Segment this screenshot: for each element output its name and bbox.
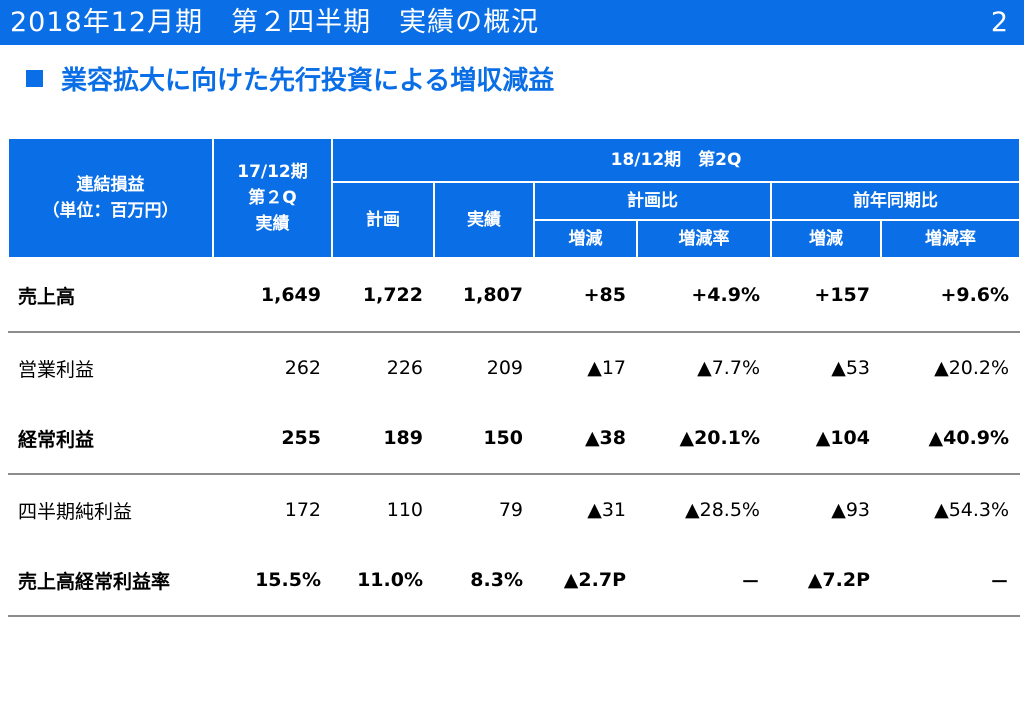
yoy-rate-value: －	[881, 545, 1021, 617]
yoy-rate-value: ▲40.9%	[881, 403, 1021, 475]
results-table: 連結損益 （単位：百万円） 17/12期 第２Q 実績 18/12期 第2Q 計…	[7, 137, 1022, 617]
plan-diff-value: ▲38	[534, 403, 637, 475]
plan-value: 110	[386, 499, 423, 521]
plan-diff-value: ▲2.7P	[534, 545, 637, 617]
subtitle-text: 業容拡大に向けた先行投資による増収減益	[61, 65, 555, 96]
yoy-rate-value: ▲54.3%	[934, 499, 1010, 521]
subtitle: 業容拡大に向けた先行投資による増収減益	[26, 60, 554, 96]
prev-value: 262	[284, 357, 321, 379]
yoy-diff-value: ▲53	[831, 357, 870, 379]
prev-year-header-line1: 17/12期	[237, 162, 308, 182]
plan-rate-value: ▲7.7%	[697, 357, 760, 379]
yoy-diff-value: +157	[771, 258, 881, 333]
yoy-rate-header: 増減率	[879, 219, 1022, 259]
row-label: 売上高経常利益率	[8, 545, 213, 617]
actual-header: 実績	[433, 181, 535, 259]
vs-prev-year-header: 前年同期比	[769, 181, 1022, 221]
actual-value: 79	[498, 499, 523, 521]
plan-rate-value: －	[637, 545, 771, 617]
row-label: 四半期純利益	[18, 500, 133, 523]
actual-value: 150	[434, 403, 534, 475]
plan-value: 226	[386, 357, 423, 379]
prev-value: 255	[213, 403, 332, 475]
prev-year-header: 17/12期 第２Q 実績	[212, 137, 333, 259]
plan-value: 11.0%	[332, 545, 434, 617]
actual-value: 209	[486, 357, 523, 379]
yoy-change-header: 増減	[770, 219, 882, 259]
table-row: 経常利益 255 189 150 ▲38 ▲20.1% ▲104 ▲40.9%	[8, 403, 1021, 475]
corner-header-line1: 連結損益	[76, 175, 145, 195]
plan-rate-value: ▲20.1%	[637, 403, 771, 475]
actual-value: 8.3%	[434, 545, 534, 617]
yoy-diff-value: ▲104	[771, 403, 881, 475]
plan-rate-value: +4.9%	[637, 258, 771, 333]
prev-year-header-line3: 実績	[255, 214, 290, 234]
plan-rate-value: ▲28.5%	[685, 499, 760, 521]
plan-value: 1,722	[332, 258, 434, 333]
plan-rate-header: 増減率	[636, 219, 772, 259]
table-row: 四半期純利益 172 110 79 ▲31 ▲28.5% ▲93 ▲54.3%	[8, 474, 1020, 545]
square-bullet-icon	[26, 69, 43, 87]
plan-diff-value: +85	[534, 258, 637, 333]
actual-value: 1,807	[434, 258, 534, 333]
page-number: 2	[990, 7, 1008, 38]
yoy-rate-value: +9.6%	[881, 258, 1021, 333]
plan-diff-value: ▲17	[587, 357, 626, 379]
plan-header: 計画	[331, 181, 435, 259]
yoy-diff-value: ▲93	[831, 499, 870, 521]
corner-header-line2: （単位：百万円）	[42, 201, 179, 221]
prev-year-header-line2: 第２Q	[248, 188, 297, 208]
prev-value: 1,649	[213, 258, 332, 333]
current-period-header: 18/12期 第2Q	[330, 137, 1022, 183]
yoy-rate-value: ▲20.2%	[934, 357, 1010, 379]
corner-header: 連結損益 （単位：百万円）	[7, 137, 214, 259]
table-row: 売上高 1,649 1,722 1,807 +85 +4.9% +157 +9.…	[8, 258, 1021, 333]
row-label: 売上高	[8, 258, 213, 333]
title-bar: 2018年12月期 第２四半期 実績の概況 2	[0, 0, 1024, 45]
vs-plan-header: 計画比	[533, 181, 772, 221]
yoy-diff-value: ▲7.2P	[771, 545, 881, 617]
plan-diff-value: ▲31	[587, 499, 626, 521]
row-label: 経常利益	[8, 403, 213, 475]
plan-value: 189	[332, 403, 434, 475]
plan-change-header: 増減	[533, 219, 638, 259]
page-title: 2018年12月期 第２四半期 実績の概況	[10, 7, 540, 38]
row-label: 営業利益	[18, 358, 95, 381]
table-row: 売上高経常利益率 15.5% 11.0% 8.3% ▲2.7P － ▲7.2P …	[8, 545, 1021, 617]
table-row: 営業利益 262 226 209 ▲17 ▲7.7% ▲53 ▲20.2%	[8, 332, 1020, 403]
prev-value: 172	[284, 499, 321, 521]
prev-value: 15.5%	[213, 545, 332, 617]
